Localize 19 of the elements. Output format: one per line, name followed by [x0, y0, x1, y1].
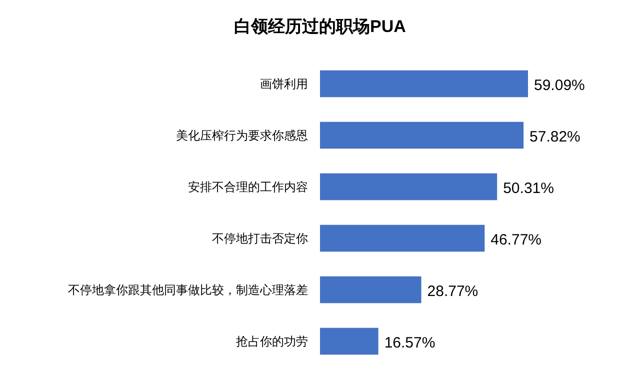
data-label: 50.31%	[503, 180, 554, 197]
data-label: 16.57%	[384, 334, 436, 352]
bar	[320, 224, 485, 252]
y-tick-label: 美化压榨行为要求你感恩	[176, 128, 308, 142]
bar	[320, 328, 378, 355]
data-label: 57.82%	[530, 128, 580, 146]
data-label: 59.09%	[534, 76, 585, 94]
y-tick-label: 安排不合理的工作内容	[188, 180, 308, 194]
data-label: 46.77%	[490, 231, 542, 248]
chart-title: 白领经历过的职场PUA	[234, 17, 406, 36]
bar	[320, 173, 498, 200]
y-tick-label: 不停地拿你跟其他同事做比较，制造心理落差	[68, 282, 308, 297]
bar	[320, 276, 422, 304]
bar	[320, 70, 528, 98]
y-tick-label: 抢占你的功劳	[236, 334, 308, 348]
data-label: 28.77%	[427, 282, 478, 300]
y-tick-label: 画饼利用	[260, 76, 308, 91]
y-tick-label: 不停地打击否定你	[212, 231, 308, 246]
bar	[320, 122, 524, 149]
